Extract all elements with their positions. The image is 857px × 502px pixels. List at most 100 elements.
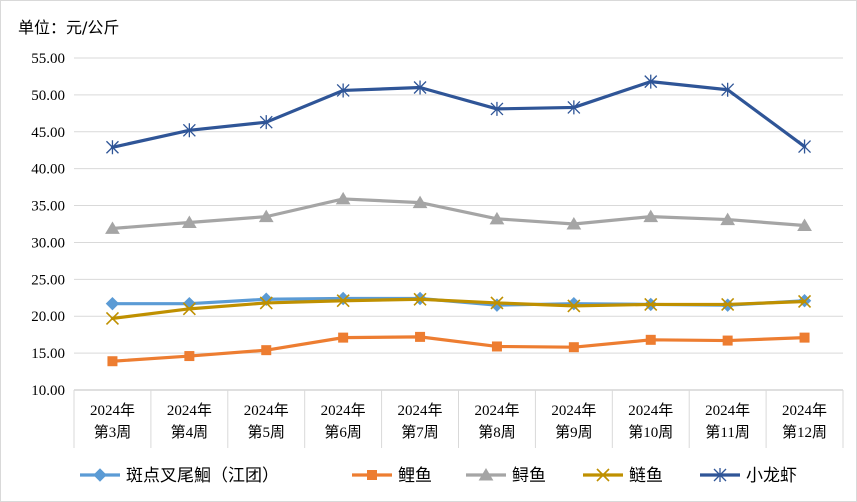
- data-point: [336, 83, 350, 98]
- y-tick-label: 50.00: [31, 88, 65, 104]
- legend-label: 斑点叉尾鮰（江团）: [126, 466, 279, 486]
- axis-layer: 10.00 15.00 20.00 25.00 30.00 35.00 40.00 45.00…: [31, 51, 844, 448]
- data-point: [335, 191, 351, 205]
- data-point: [259, 296, 273, 310]
- y-tick-label: 10.00: [31, 383, 65, 399]
- x-tick-label: 2024年: [398, 402, 443, 419]
- data-point: [105, 311, 120, 326]
- legend-item: 小龙虾: [700, 466, 797, 486]
- x-tick-label: 第8周: [478, 423, 516, 441]
- x-tick-label: 2024年: [321, 402, 366, 419]
- x-tick-label: 2024年: [90, 402, 135, 419]
- unit-label: 单位：元/公斤: [18, 18, 120, 37]
- data-point: [799, 332, 810, 343]
- y-tick-label: 35.00: [31, 199, 65, 215]
- series-line: [110, 297, 807, 321]
- data-point: [645, 334, 656, 345]
- data-point: [259, 115, 273, 130]
- data-point: [489, 211, 505, 225]
- data-point: [568, 342, 579, 353]
- data-point: [567, 299, 581, 313]
- series-line: [110, 335, 807, 363]
- legend-label: 鲢鱼: [629, 466, 663, 486]
- legend: 斑点叉尾鮰（江团） 鲤鱼 鲟鱼 鲢鱼 小龙虾: [80, 466, 797, 486]
- x-tick-label: 第11周: [705, 423, 749, 441]
- x-tick-label: 第7周: [401, 423, 439, 441]
- y-tick-label: 40.00: [31, 162, 65, 178]
- data-point: [413, 80, 427, 95]
- data-point: [643, 209, 659, 223]
- x-tick-label: 2024年: [244, 402, 289, 419]
- x-tick-label: 第4周: [171, 423, 209, 441]
- data-point: [490, 101, 504, 116]
- x-tick-label: 第12周: [782, 423, 827, 441]
- legend-item: 鲤鱼: [352, 466, 432, 486]
- data-point: [567, 100, 581, 115]
- legend-marker: [478, 468, 494, 481]
- x-tick-label: 第5周: [247, 423, 285, 441]
- y-tick-label: 25.00: [31, 272, 65, 288]
- series-2: [107, 331, 810, 367]
- x-tick-label: 2024年: [628, 402, 673, 419]
- x-tick-label: 2024年: [474, 402, 519, 419]
- data-point: [182, 302, 196, 316]
- data-point: [490, 298, 504, 312]
- data-point: [336, 294, 350, 308]
- series-4: [105, 292, 812, 326]
- legend-item: 鲢鱼: [583, 466, 663, 486]
- legend-item: 鲟鱼: [466, 466, 546, 486]
- data-point: [412, 195, 428, 209]
- series-5: [105, 74, 812, 155]
- legend-label: 鲤鱼: [398, 466, 432, 486]
- data-point: [182, 123, 196, 138]
- data-point: [181, 215, 197, 229]
- data-point: [491, 341, 502, 352]
- legend-item: 斑点叉尾鮰（江团）: [80, 466, 279, 486]
- series-line: [110, 80, 807, 149]
- legend-marker: [596, 468, 610, 482]
- data-point: [105, 221, 120, 234]
- grid-layer: [74, 57, 843, 354]
- data-point: [258, 209, 274, 223]
- legend-label: 小龙虾: [746, 466, 797, 486]
- data-point: [798, 139, 812, 154]
- x-tick-label: 2024年: [705, 402, 750, 419]
- data-point: [184, 351, 195, 362]
- data-point: [720, 212, 736, 226]
- data-point: [722, 335, 733, 346]
- y-tick-label: 30.00: [31, 235, 65, 251]
- data-point: [105, 296, 120, 311]
- data-point: [338, 332, 349, 343]
- series-line: [110, 197, 807, 231]
- data-point: [107, 356, 118, 367]
- data-point: [797, 218, 812, 231]
- data-point: [644, 74, 658, 89]
- data-point: [105, 140, 119, 155]
- data-point: [415, 331, 426, 342]
- legend-marker: [93, 468, 107, 482]
- y-tick-label: 15.00: [31, 346, 65, 362]
- data-point: [567, 296, 581, 311]
- data-point: [261, 345, 272, 356]
- legend-marker: [713, 468, 727, 482]
- data-point: [797, 294, 812, 309]
- legend-marker: [367, 470, 377, 480]
- data-point: [721, 297, 735, 311]
- data-point: [721, 82, 735, 97]
- x-tick-label: 2024年: [167, 402, 212, 419]
- series-layer: [105, 74, 812, 367]
- y-tick-label: 55.00: [31, 51, 65, 67]
- y-tick-label: 45.00: [31, 125, 65, 141]
- x-tick-label: 第6周: [324, 423, 362, 441]
- x-tick-label: 2024年: [551, 402, 596, 419]
- data-point: [566, 217, 582, 230]
- x-tick-label: 第10周: [628, 423, 673, 441]
- x-tick-label: 第3周: [94, 423, 132, 441]
- x-tick-label: 第9周: [555, 423, 593, 441]
- legend-label: 鲟鱼: [512, 466, 546, 486]
- data-point: [490, 296, 504, 310]
- y-tick-label: 20.00: [31, 309, 65, 325]
- x-tick-label: 2024年: [782, 402, 827, 419]
- series-3: [105, 191, 812, 234]
